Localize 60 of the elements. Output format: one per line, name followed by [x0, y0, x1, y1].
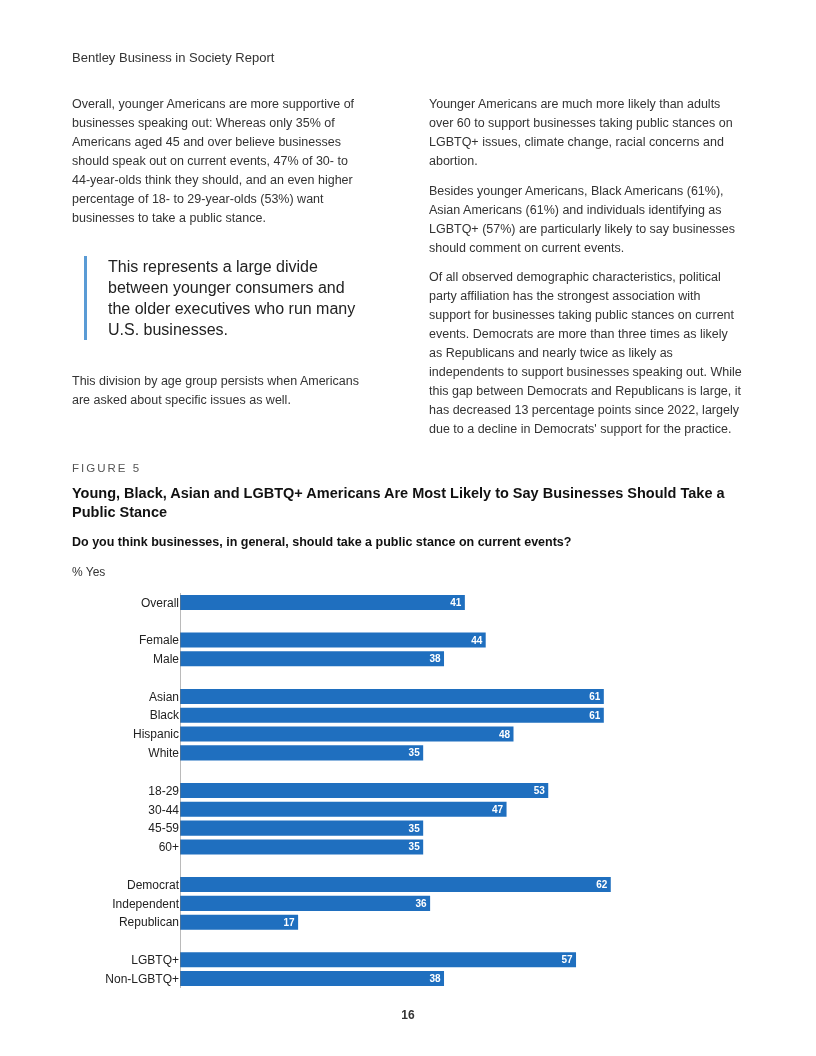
text: Besides younger Americans, Black Americans (61%), Asian Americans (61%) and individuals identifying as LGBTQ+ (57%) are particularly likely to say businesses should comment on current events. [429, 183, 737, 257]
text: Of all observed demographic characteristics, political party affiliation has the strongest association with support for businesses taking public stances on current events. Democrats are more than three times as likely as Republicans and nearly twice as likely as independents to support businesses speaking out. While this gap between Democrats and Republicans is large, it has decreased 13 percentage points since 2022, largely due to a decline in Democrats' support for the practice. [429, 270, 742, 436]
text: Bentley Business in Society Report [72, 49, 276, 67]
data-label: 53 [533, 785, 546, 796]
data-label: 35 [408, 747, 421, 759]
data-label: 36 [415, 897, 428, 909]
bar [180, 801, 507, 817]
data-label: 38 [429, 973, 442, 985]
data-label: 38 [429, 653, 442, 665]
y-tick-label: White [148, 746, 180, 761]
data-label: 62 [596, 879, 608, 891]
caption: FIGURE 5 [72, 461, 143, 476]
text: This division by age group persists when Americans are asked about specific issues as well. [72, 373, 360, 409]
y-tick-label: 18-29 [148, 783, 180, 798]
data-label: 35 [408, 841, 421, 853]
data-label: 41 [450, 596, 462, 608]
text: Younger Americans are much more likely than adults over 60 to support businesses taking public stances on LGBTQ+ issues, climate change, racial concerns and abortion. [429, 96, 734, 170]
y-tick-label: Female [138, 633, 180, 648]
chart-title: Young, Black, Asian and LGBTQ+ Americans Are Most Likely to Say Businesses Should Take a Public Stance [72, 484, 726, 522]
bar [180, 782, 549, 799]
y-tick-label: Independent [112, 896, 180, 911]
bar [180, 632, 486, 648]
bar [180, 952, 577, 968]
y-tick-label: 60+ [158, 840, 179, 855]
text: % Yes [72, 564, 107, 581]
bar [180, 839, 424, 855]
y-tick-label: Black [149, 708, 180, 723]
y-tick-label: Overall [140, 595, 179, 610]
y-tick-label: Non-LGBTQ+ [105, 971, 179, 986]
bar [180, 726, 514, 742]
data-label: 48 [498, 728, 511, 740]
y-tick-label: Male [152, 652, 180, 667]
bar [180, 820, 424, 836]
y-tick-label: Republican [118, 915, 179, 930]
bar [180, 707, 604, 723]
y-tick-label: 45-59 [148, 821, 180, 836]
data-label: 35 [408, 822, 421, 834]
data-label: 47 [491, 803, 504, 815]
data-label: 17 [283, 916, 296, 928]
bar [180, 914, 299, 930]
bar [180, 688, 604, 704]
data-label: 44 [471, 634, 483, 646]
y-tick-label: LGBTQ+ [131, 952, 179, 967]
y-tick-label: 30-44 [148, 802, 180, 817]
bar [180, 877, 611, 893]
y-tick-label: Asian [148, 689, 179, 704]
data-label: 61 [589, 709, 601, 721]
bar [180, 651, 445, 667]
bar [180, 745, 424, 761]
bar [180, 594, 465, 610]
text: Overall, younger Americans are more supportive of businesses speaking out: Whereas only 35% of Americans aged 45 and over believe businesses should speak out on current events, 47% of 30- to 44-year-olds think they should, and an even higher percentage of 18- to 29-year-olds (53%) want businesses to take a public stance. [72, 96, 356, 227]
y-tick-label: Democrat [126, 877, 180, 892]
text: This represents a large divide between younger consumers and the older executives who run many U.S. businesses. [84, 256, 368, 340]
bar [180, 971, 445, 987]
data-label: 61 [589, 690, 601, 702]
y-tick-label: Hispanic [132, 727, 179, 742]
text: 16 [400, 1007, 416, 1024]
chart-subtitle: Do you think businesses, in general, should take a public stance on current events? [72, 534, 573, 551]
bar [180, 895, 431, 911]
data-label: 57 [561, 954, 574, 966]
